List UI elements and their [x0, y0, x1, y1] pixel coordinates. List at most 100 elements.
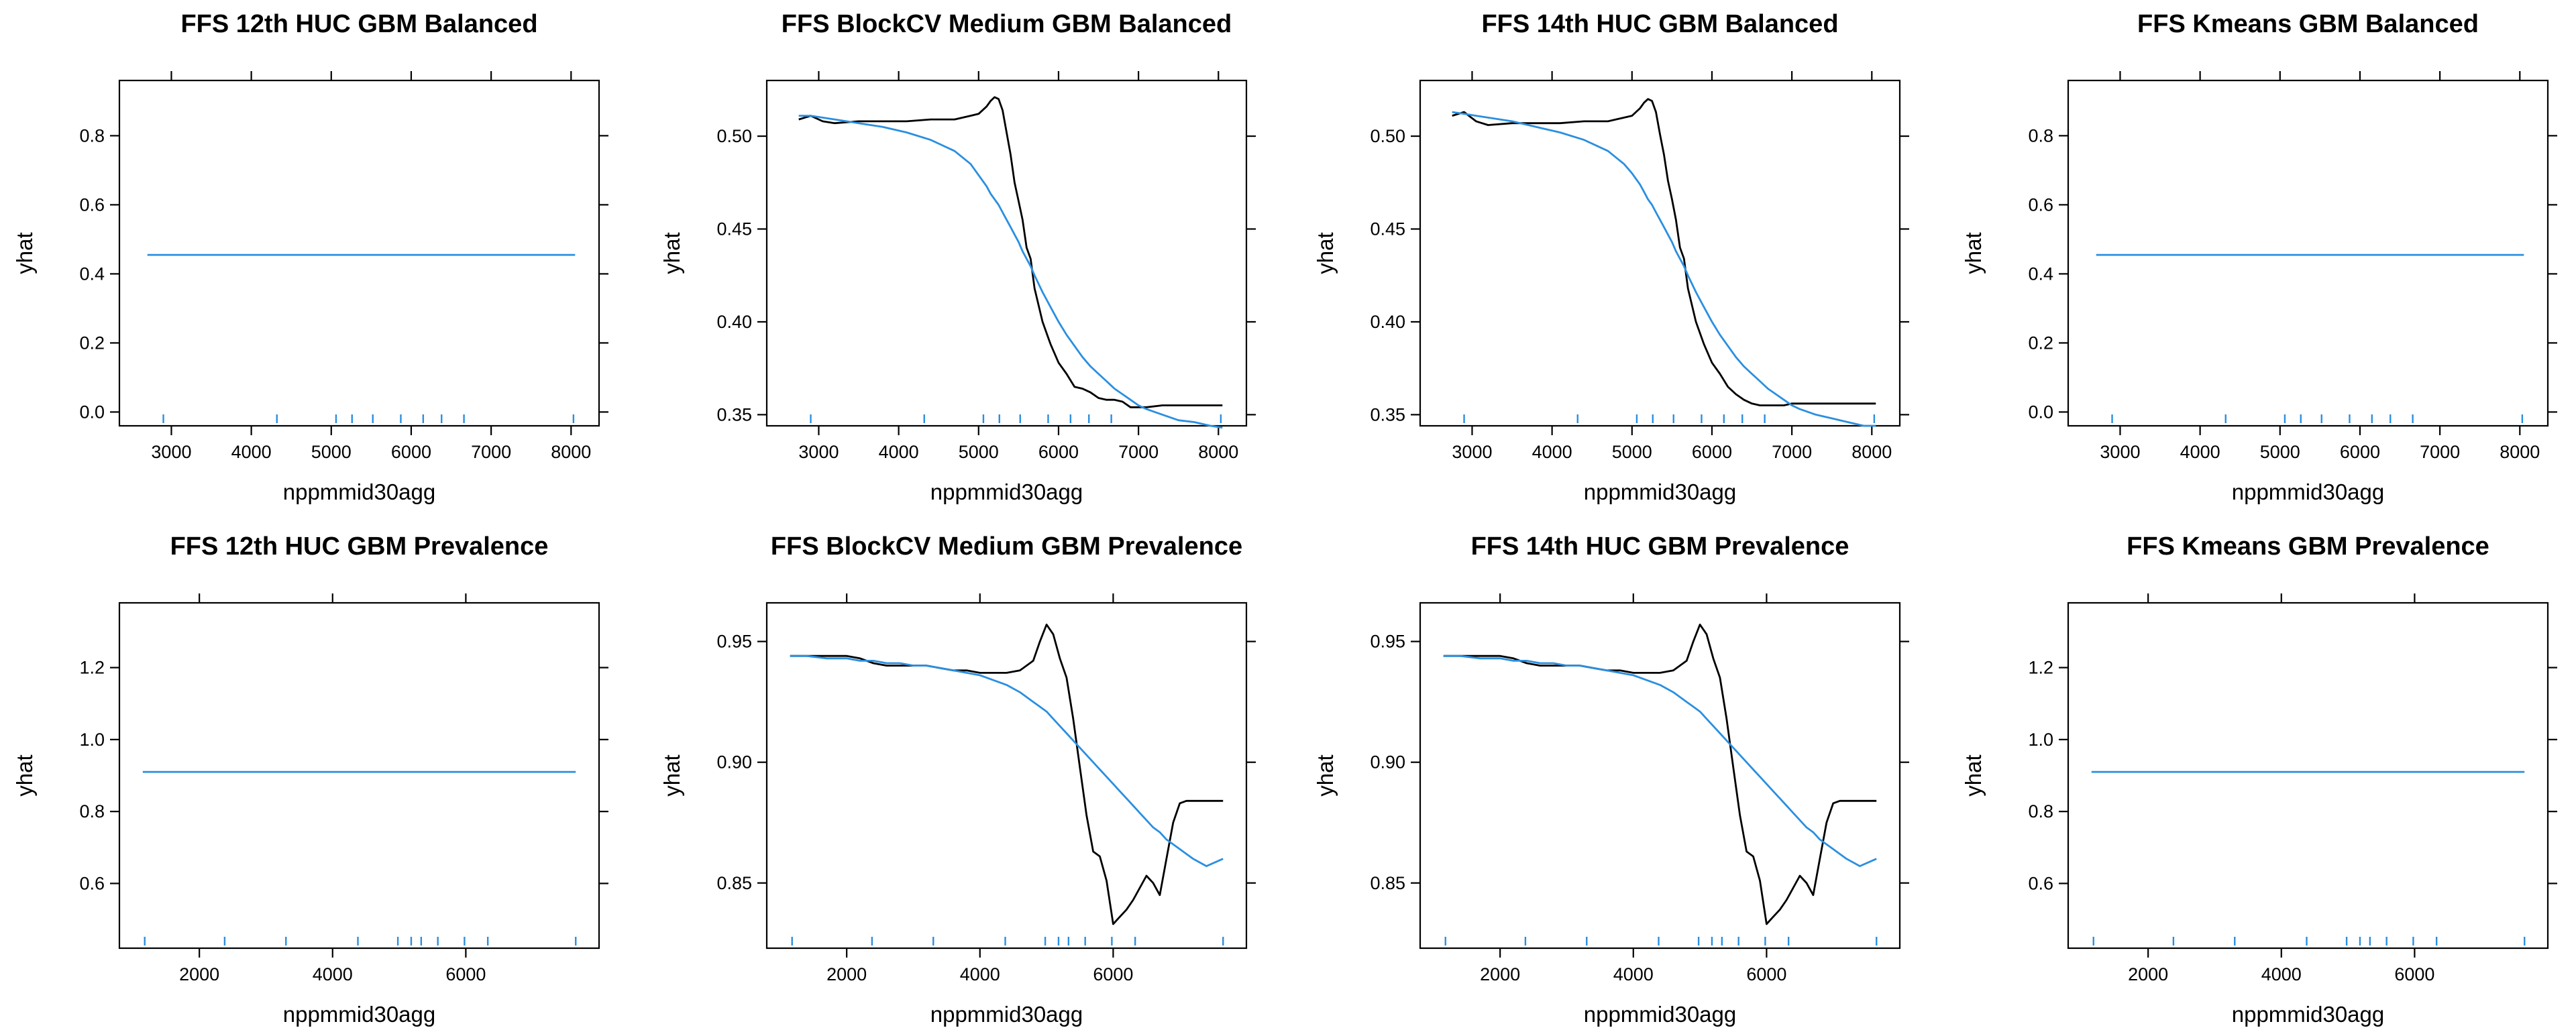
x-tick-label: 3000	[151, 442, 191, 462]
plot-frame	[1419, 602, 1901, 950]
plot-frame	[118, 602, 600, 950]
panel-6: FFS BlockCV Medium GBM Prevalence 2000 400…	[659, 532, 1256, 1027]
x-axis-label: nppmmid30agg	[2232, 1002, 2385, 1027]
panel-title: FFS BlockCV Medium GBM Prevalence	[771, 532, 1242, 561]
y-tick-label: 0.6	[79, 873, 105, 893]
y-tick-label: 0.8	[2028, 125, 2053, 146]
x-tick-label: 8000	[1851, 442, 1892, 462]
x-tick-label: 6000	[445, 964, 486, 984]
x-tick-label: 4000	[313, 964, 353, 984]
y-tick-label: 1.2	[2028, 658, 2053, 678]
x-tick-label: 2000	[1480, 964, 1520, 984]
x-tick-label: 6000	[1692, 442, 1732, 462]
plot-frame	[2067, 602, 2549, 950]
yhat-line	[1452, 98, 1876, 406]
x-axis-label: nppmmid30agg	[930, 1002, 1083, 1027]
x-tick-label: 7000	[2420, 442, 2460, 462]
smooth-line	[798, 115, 1223, 429]
yhat-line	[790, 624, 1224, 925]
y-tick-label: 0.95	[716, 632, 752, 652]
x-tick-label: 4000	[2261, 964, 2302, 984]
panel-title: FFS Kmeans GBM Prevalence	[2127, 532, 2489, 561]
smooth-line	[790, 654, 1224, 867]
y-axis-label: yhat	[659, 754, 684, 796]
x-axis-label: nppmmid30agg	[1584, 479, 1737, 504]
y-tick-label: 0.8	[2028, 801, 2053, 821]
y-tick-label: 0.90	[716, 752, 752, 772]
y-tick-label: 0.85	[716, 873, 752, 893]
x-axis-label: nppmmid30agg	[283, 1002, 436, 1027]
plot-frame	[765, 602, 1248, 950]
x-axis-label: nppmmid30agg	[1584, 1002, 1737, 1027]
x-axis-label: nppmmid30agg	[283, 479, 436, 504]
y-axis-label: yhat	[1313, 754, 1338, 796]
plot-frame	[2067, 79, 2549, 427]
y-tick-label: 0.95	[1370, 632, 1405, 652]
x-tick-label: 6000	[2394, 964, 2434, 984]
x-axis-label: nppmmid30agg	[930, 479, 1083, 504]
x-tick-label: 5000	[311, 442, 352, 462]
yhat-line	[798, 96, 1223, 408]
x-tick-label: 3000	[798, 442, 839, 462]
y-tick-label: 0.4	[79, 264, 105, 284]
panel-4: FFS Kmeans GBM Balanced 3000 4000 5000 6000 7…	[1961, 10, 2557, 504]
smooth-line	[1443, 654, 1877, 867]
y-tick-label: 0.0	[2028, 402, 2053, 422]
panel-title: FFS Kmeans GBM Balanced	[2137, 10, 2479, 38]
x-tick-label: 4000	[960, 964, 1000, 984]
x-tick-label: 6000	[1038, 442, 1079, 462]
panel-1: FFS 12th HUC GBM Balanced 3000 4000 5000 600…	[12, 10, 608, 504]
y-tick-label: 0.45	[716, 219, 752, 239]
x-tick-label: 4000	[2180, 442, 2220, 462]
y-tick-label: 0.6	[79, 194, 105, 215]
y-tick-label: 0.50	[1370, 126, 1405, 146]
y-tick-label: 1.2	[79, 658, 105, 678]
x-tick-label: 2000	[179, 964, 219, 984]
x-tick-label: 7000	[1772, 442, 1812, 462]
y-axis-label: yhat	[12, 232, 37, 274]
plot-frame	[1419, 79, 1901, 427]
x-tick-label: 4000	[231, 442, 272, 462]
x-tick-label: 7000	[1118, 442, 1159, 462]
x-tick-label: 4000	[1532, 442, 1572, 462]
panel-5: FFS 12th HUC GBM Prevalence 2000 4000 6000 0…	[12, 532, 608, 1027]
y-tick-label: 0.40	[716, 312, 752, 332]
y-tick-label: 0.6	[2028, 194, 2053, 215]
panel-2: FFS BlockCV Medium GBM Balanced 3000 4000 5…	[659, 10, 1256, 504]
y-axis-label: yhat	[12, 754, 37, 796]
y-tick-label: 1.0	[2028, 730, 2053, 750]
y-axis-label: yhat	[1961, 754, 1986, 796]
y-tick-label: 1.0	[79, 730, 105, 750]
x-tick-label: 5000	[959, 442, 999, 462]
y-tick-label: 0.90	[1370, 752, 1405, 772]
y-axis-label: yhat	[1961, 232, 1986, 274]
x-tick-label: 6000	[391, 442, 431, 462]
y-tick-label: 0.8	[79, 125, 105, 146]
x-tick-label: 8000	[2500, 442, 2540, 462]
panel-7: FFS 14th HUC GBM Prevalence 2000 4000 6000 0…	[1313, 532, 1909, 1027]
y-tick-label: 0.8	[79, 801, 105, 821]
x-tick-label: 5000	[2260, 442, 2300, 462]
plot-frame	[765, 79, 1248, 427]
plot-frame	[118, 79, 600, 427]
y-tick-label: 0.6	[2028, 873, 2053, 893]
y-tick-label: 0.35	[1370, 404, 1405, 424]
x-tick-label: 8000	[551, 442, 591, 462]
panel-title: FFS BlockCV Medium GBM Balanced	[782, 10, 1232, 38]
panel-title: FFS 12th HUC GBM Prevalence	[170, 532, 549, 561]
x-tick-label: 2000	[826, 964, 867, 984]
x-tick-label: 4000	[879, 442, 919, 462]
yhat-line	[1443, 624, 1877, 925]
y-tick-label: 0.35	[716, 404, 752, 424]
smooth-line	[1452, 111, 1876, 427]
y-tick-label: 0.50	[716, 126, 752, 146]
y-axis-label: yhat	[1313, 232, 1338, 274]
x-tick-label: 6000	[1746, 964, 1786, 984]
x-tick-label: 7000	[471, 442, 511, 462]
x-tick-label: 2000	[2128, 964, 2168, 984]
x-tick-label: 5000	[1612, 442, 1652, 462]
y-tick-label: 0.40	[1370, 312, 1405, 332]
y-axis-label: yhat	[659, 232, 684, 274]
panel-8: FFS Kmeans GBM Prevalence 2000 4000 6000 0.6…	[1961, 532, 2557, 1027]
